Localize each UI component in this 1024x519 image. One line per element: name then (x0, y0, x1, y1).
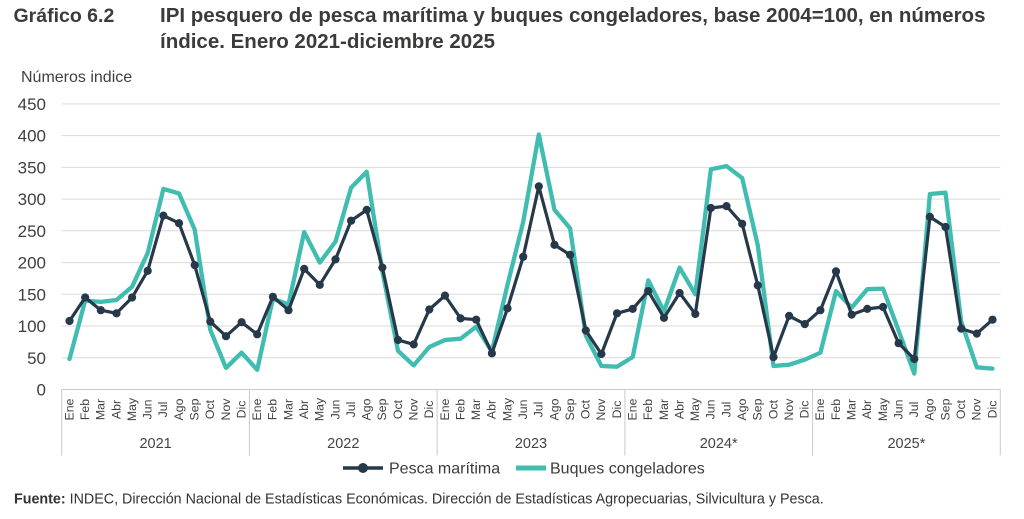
svg-text:Mar: Mar (94, 399, 108, 420)
svg-text:450: 450 (18, 95, 46, 114)
svg-text:Dic: Dic (234, 401, 248, 419)
svg-text:Feb: Feb (266, 399, 280, 420)
svg-text:IPI pesquero de pesca marítima: IPI pesquero de pesca marítima y buques … (160, 4, 985, 27)
svg-text:100: 100 (18, 317, 46, 336)
svg-text:Nov: Nov (407, 398, 421, 421)
svg-text:300: 300 (18, 190, 46, 209)
svg-text:2024*: 2024* (700, 436, 738, 452)
svg-text:Ago: Ago (923, 398, 937, 420)
svg-text:Sep: Sep (751, 398, 765, 420)
svg-text:Jul: Jul (532, 402, 546, 418)
svg-text:Ago: Ago (360, 398, 374, 420)
svg-text:Sep: Sep (563, 398, 577, 420)
svg-text:Ene: Ene (250, 398, 264, 420)
svg-text:Abr: Abr (297, 400, 311, 419)
svg-text:Jul: Jul (344, 402, 358, 418)
svg-text:Dic: Dic (798, 401, 812, 419)
svg-text:200: 200 (18, 254, 46, 273)
svg-text:Nov: Nov (970, 398, 984, 421)
svg-text:Jun: Jun (891, 399, 905, 419)
svg-text:Sep: Sep (375, 398, 389, 420)
svg-text:Oct: Oct (954, 399, 968, 419)
svg-text:Feb: Feb (641, 399, 655, 420)
svg-text:Mar: Mar (657, 399, 671, 420)
svg-text:Jul: Jul (907, 402, 921, 418)
svg-text:Jul: Jul (719, 402, 733, 418)
svg-text:350: 350 (18, 159, 46, 178)
svg-text:Nov: Nov (782, 398, 796, 421)
svg-text:Ene: Ene (438, 398, 452, 420)
svg-text:Abr: Abr (860, 400, 874, 419)
svg-text:Nov: Nov (594, 398, 608, 421)
svg-text:Sep: Sep (188, 398, 202, 420)
svg-text:Ago: Ago (735, 398, 749, 420)
svg-text:0: 0 (37, 381, 46, 400)
svg-text:Fuente: INDEC, Dirección Nacio: Fuente: INDEC, Dirección Nacional de Est… (14, 492, 824, 508)
svg-text:2022: 2022 (327, 436, 359, 452)
svg-text:Mar: Mar (845, 399, 859, 420)
svg-text:Jun: Jun (704, 399, 718, 419)
svg-text:400: 400 (18, 127, 46, 146)
svg-text:2021: 2021 (139, 436, 171, 452)
svg-text:Buques congeladores: Buques congeladores (550, 461, 705, 478)
svg-text:250: 250 (18, 222, 46, 241)
svg-text:Mar: Mar (469, 399, 483, 420)
svg-text:May: May (500, 397, 514, 421)
svg-text:Abr: Abr (109, 400, 123, 419)
svg-text:2025*: 2025* (887, 436, 925, 452)
svg-text:May: May (688, 397, 702, 421)
svg-text:May: May (313, 397, 327, 421)
svg-text:Ago: Ago (172, 398, 186, 420)
svg-text:Dic: Dic (422, 401, 436, 419)
svg-text:Ene: Ene (626, 398, 640, 420)
svg-text:Jun: Jun (141, 399, 155, 419)
svg-text:2023: 2023 (515, 436, 547, 452)
svg-text:Números indice: Números indice (21, 69, 132, 86)
svg-text:Ene: Ene (62, 398, 76, 420)
svg-text:Abr: Abr (672, 400, 686, 419)
svg-text:Oct: Oct (766, 399, 780, 419)
svg-text:150: 150 (18, 285, 46, 304)
svg-text:Sep: Sep (938, 398, 952, 420)
svg-text:Mar: Mar (281, 399, 295, 420)
svg-text:50: 50 (27, 349, 46, 368)
svg-text:Abr: Abr (485, 400, 499, 419)
svg-text:Jun: Jun (328, 399, 342, 419)
svg-text:Nov: Nov (219, 398, 233, 421)
svg-text:May: May (125, 397, 139, 421)
svg-text:Oct: Oct (203, 399, 217, 419)
svg-text:Ene: Ene (813, 398, 827, 420)
svg-text:Jun: Jun (516, 399, 530, 419)
svg-text:Dic: Dic (985, 401, 999, 419)
svg-text:Oct: Oct (579, 399, 593, 419)
svg-text:Oct: Oct (391, 399, 405, 419)
svg-text:Pesca marítima: Pesca marítima (389, 461, 500, 478)
svg-text:Jul: Jul (156, 402, 170, 418)
svg-text:Gráfico 6.2: Gráfico 6.2 (14, 5, 115, 27)
svg-text:Feb: Feb (453, 399, 467, 420)
svg-text:Ago: Ago (547, 398, 561, 420)
svg-text:Feb: Feb (78, 399, 92, 420)
svg-text:May: May (876, 397, 890, 421)
svg-text:Dic: Dic (610, 401, 624, 419)
svg-text:índice. Enero 2021-diciembre 2: índice. Enero 2021-diciembre 2025 (160, 30, 495, 53)
svg-text:Feb: Feb (829, 399, 843, 420)
